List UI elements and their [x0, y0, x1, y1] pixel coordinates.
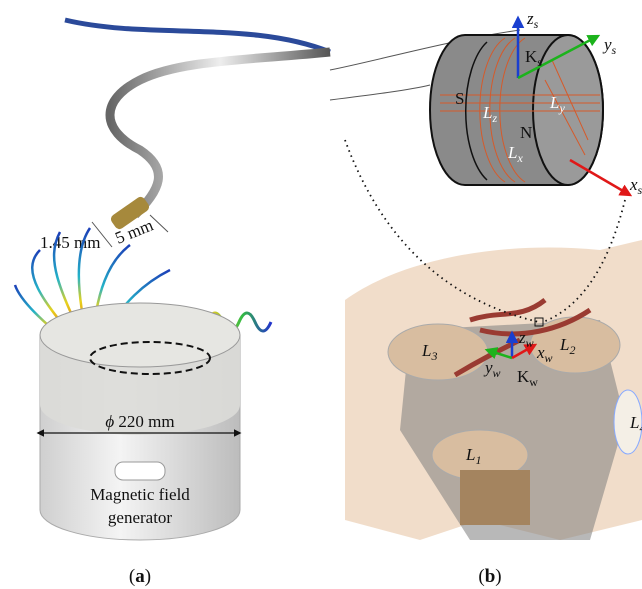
caption-letter: a — [135, 566, 145, 587]
label-sub: w — [529, 375, 538, 389]
body-illustration — [345, 240, 642, 540]
label-sub: 3 — [430, 349, 437, 363]
label-base: L — [421, 341, 431, 360]
label-sub: y — [558, 101, 565, 115]
label-base: L — [507, 143, 517, 162]
diameter-symbol: ϕ — [105, 412, 114, 431]
label-sub: 1 — [475, 453, 481, 467]
catheter — [65, 20, 330, 231]
caption-part: ) — [495, 566, 501, 587]
axis-label: ys — [602, 35, 617, 57]
label-base: K — [525, 47, 538, 66]
label-base: y — [483, 358, 493, 377]
label-sub: x — [516, 151, 523, 165]
caption-letter: b — [485, 566, 496, 587]
label-sub: s — [612, 43, 617, 57]
diameter-size: 220 mm — [118, 412, 174, 431]
axis-label: zs — [526, 9, 539, 31]
generator-label: Magnetic field — [90, 485, 190, 504]
figure: 1.45 mm 5 mm ϕ 220 mm Magnetic field gen… — [0, 0, 642, 589]
label-base: y — [602, 35, 612, 54]
caption: (a) — [129, 566, 151, 587]
axis-label: xs — [629, 175, 642, 197]
label-base: L — [629, 413, 639, 432]
caption: (b) — [478, 566, 501, 587]
label-base: L — [482, 103, 492, 122]
generator-label: generator — [108, 508, 173, 527]
label-sub: z — [491, 111, 497, 125]
pole: N — [520, 123, 532, 142]
label-sub: w — [545, 351, 553, 365]
label-sub: w — [493, 366, 501, 380]
label-sub: w — [526, 336, 534, 350]
label-base: K — [517, 367, 530, 386]
pole: S — [455, 89, 464, 108]
label-sub: 2 — [569, 343, 575, 357]
label-base: L — [559, 335, 569, 354]
label-sub: s — [638, 183, 642, 197]
label-sub: s — [537, 55, 542, 69]
tip-diameter: 1.45 mm — [40, 233, 100, 252]
caption-part: ) — [145, 566, 151, 587]
generator-diameter: ϕ 220 mm — [105, 412, 174, 431]
label-base: L — [549, 93, 559, 112]
label-sub: s — [534, 17, 539, 31]
label-base: L — [465, 445, 475, 464]
